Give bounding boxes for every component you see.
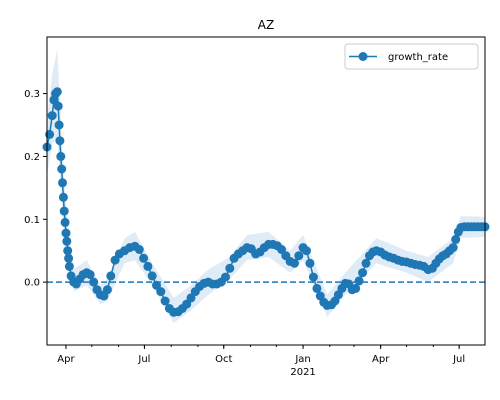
series-layer xyxy=(42,87,490,317)
growth-rate-point xyxy=(52,87,62,97)
growth-rate-point xyxy=(139,253,149,263)
x-tick-label: Jan xyxy=(294,354,310,365)
legend-label: growth_rate xyxy=(388,52,448,63)
growth-rate-point xyxy=(54,120,64,130)
growth-rate-point xyxy=(57,164,67,174)
x-tick-label: Apr xyxy=(57,354,75,365)
growth-rate-point xyxy=(64,253,74,263)
growth-rate-point xyxy=(308,272,318,282)
x-tick-label: Apr xyxy=(372,354,390,365)
growth-rate-point xyxy=(53,101,63,111)
growth-rate-point xyxy=(64,261,74,271)
growth-rate-point xyxy=(143,261,153,271)
growth-rate-point xyxy=(358,268,368,278)
growth-rate-point xyxy=(294,251,304,261)
legend-series-marker xyxy=(358,52,368,61)
y-tick-label: 0.1 xyxy=(24,215,40,226)
growth-rate-point xyxy=(351,283,361,293)
y-tick-label: 0.0 xyxy=(24,278,40,289)
growth-rate-point xyxy=(61,228,71,238)
growth-rate-point xyxy=(305,258,315,268)
plot-frame xyxy=(46,36,486,346)
growth-rate-point xyxy=(361,258,371,268)
growth-rate-point xyxy=(55,136,65,146)
growth-rate-point xyxy=(85,270,95,280)
growth-rate-point xyxy=(354,276,364,286)
growth-rate-point xyxy=(160,296,170,306)
x-tick-label: Oct xyxy=(215,354,232,365)
growth-rate-point xyxy=(62,236,72,246)
x-tick-label: Jul xyxy=(137,354,150,365)
growth-rate-point xyxy=(63,246,73,256)
growth-rate-point xyxy=(152,280,161,290)
y-tick-label: 0.3 xyxy=(24,89,40,100)
growth-rate-point xyxy=(60,217,70,227)
growth-rate-point xyxy=(134,245,144,254)
growth-rate-point xyxy=(312,283,322,293)
growth-rate-point xyxy=(89,277,99,287)
chart-title: AZ xyxy=(258,18,274,32)
growth-rate-point xyxy=(58,192,68,202)
growth-rate-point xyxy=(448,243,458,253)
growth-rate-point xyxy=(45,129,55,139)
growth-rate-point xyxy=(47,111,57,121)
growth-rate-point xyxy=(56,151,66,161)
growth-rate-point xyxy=(302,246,311,256)
x-tick-label: Jul xyxy=(452,354,465,365)
growth-rate-point xyxy=(147,271,157,281)
growth-rate-point xyxy=(102,285,112,295)
growth-rate-point xyxy=(59,206,69,216)
x-tick-year-label: 2021 xyxy=(290,367,315,378)
growth-rate-point xyxy=(221,272,230,282)
axes: 0.0 0.1 0.2 0.3 Apr Jul Oct Jan 2021 Apr Jul xyxy=(24,36,486,378)
growth-rate-point xyxy=(156,287,166,297)
growth-rate-point xyxy=(451,234,461,244)
y-tick-label: 0.2 xyxy=(24,152,40,163)
growth-rate-point xyxy=(106,271,116,281)
growth-rate-point xyxy=(186,293,196,303)
growth-rate-point xyxy=(290,258,299,268)
growth-rate-point xyxy=(58,178,67,188)
legend-box xyxy=(344,43,479,70)
legend: growth_rate xyxy=(344,43,479,70)
growth-rate-point xyxy=(225,263,235,273)
